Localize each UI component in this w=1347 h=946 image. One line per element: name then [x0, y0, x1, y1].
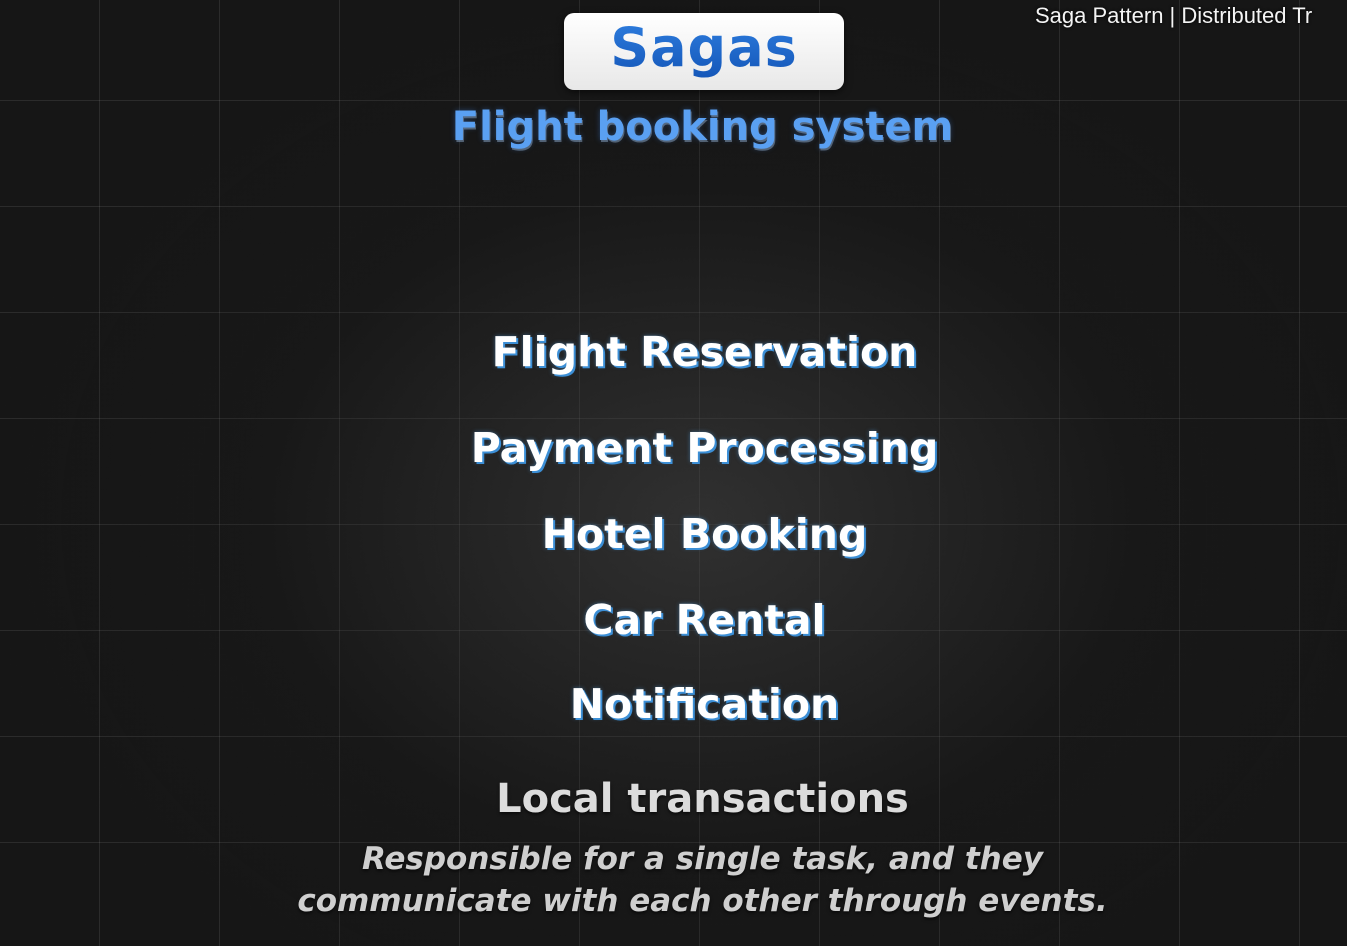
service-flight-reservation: Flight Reservation [491, 328, 918, 376]
service-payment-processing: Payment Processing [470, 424, 939, 472]
local-transactions-description: Responsible for a single task, and they … [0, 838, 1347, 922]
description-line-2: communicate with each other through even… [297, 883, 1108, 919]
slide-title: Sagas [610, 16, 798, 79]
slide-subtitle: Flight booking system [451, 104, 954, 150]
service-car-rental: Car Rental [583, 596, 826, 644]
slide-title-badge: Sagas [564, 13, 844, 90]
local-transactions-heading: Local transactions [496, 776, 909, 822]
video-title[interactable]: Saga Pattern | Distributed Tr [1035, 3, 1313, 28]
service-notification: Notification [569, 680, 840, 728]
description-line-1: Responsible for a single task, and they [362, 841, 1043, 877]
service-hotel-booking: Hotel Booking [541, 510, 868, 558]
